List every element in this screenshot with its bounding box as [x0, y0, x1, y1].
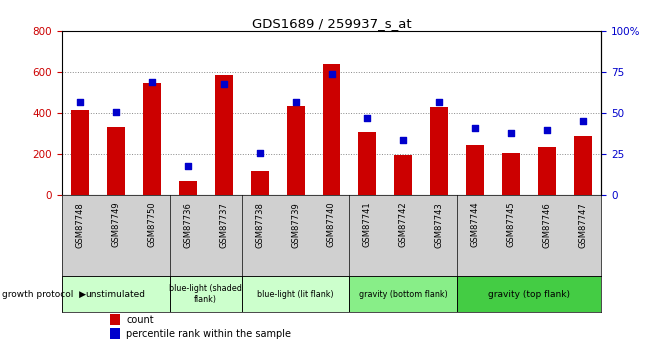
- Text: GSM87746: GSM87746: [543, 202, 552, 248]
- Bar: [350, 276, 458, 312]
- Text: GSM87750: GSM87750: [147, 202, 156, 247]
- Bar: [458, 276, 601, 312]
- Text: GSM87736: GSM87736: [183, 202, 192, 248]
- Bar: [467, 145, 484, 195]
- Bar: [62, 276, 170, 312]
- Text: count: count: [127, 315, 154, 325]
- Point: [146, 79, 157, 85]
- Point: [254, 150, 265, 156]
- Bar: [538, 147, 556, 195]
- Point: [506, 130, 517, 136]
- Bar: [575, 136, 592, 195]
- Text: GSM87747: GSM87747: [578, 202, 588, 248]
- Point: [183, 163, 193, 169]
- Bar: [214, 75, 233, 195]
- Text: percentile rank within the sample: percentile rank within the sample: [127, 329, 291, 339]
- Text: GSM87740: GSM87740: [327, 202, 336, 247]
- Text: GSM87738: GSM87738: [255, 202, 264, 248]
- Bar: [395, 155, 413, 195]
- Text: GSM87749: GSM87749: [111, 202, 120, 247]
- Point: [218, 81, 229, 86]
- Text: blue-light (lit flank): blue-light (lit flank): [257, 289, 334, 298]
- Bar: [322, 64, 341, 195]
- Title: GDS1689 / 259937_s_at: GDS1689 / 259937_s_at: [252, 17, 411, 30]
- Text: growth protocol  ▶: growth protocol ▶: [2, 289, 86, 298]
- Text: blue-light (shaded
flank): blue-light (shaded flank): [169, 284, 242, 304]
- Point: [291, 99, 301, 105]
- Text: GSM87742: GSM87742: [399, 202, 408, 247]
- Point: [542, 127, 552, 132]
- Text: gravity (bottom flank): gravity (bottom flank): [359, 289, 448, 298]
- Bar: [71, 110, 88, 195]
- Point: [362, 116, 372, 121]
- Bar: [111, 314, 120, 325]
- Bar: [287, 106, 304, 195]
- Point: [326, 71, 337, 77]
- Bar: [359, 132, 376, 195]
- Text: 0: 0: [72, 199, 79, 209]
- Point: [75, 99, 85, 105]
- Text: GSM87744: GSM87744: [471, 202, 480, 247]
- Text: GSM87739: GSM87739: [291, 202, 300, 248]
- Text: GSM87741: GSM87741: [363, 202, 372, 247]
- Bar: [179, 181, 196, 195]
- Point: [398, 137, 409, 142]
- Bar: [143, 83, 161, 195]
- Text: GSM87748: GSM87748: [75, 202, 84, 248]
- Bar: [242, 276, 350, 312]
- Point: [111, 109, 121, 114]
- Point: [578, 119, 588, 124]
- Bar: [170, 276, 242, 312]
- Text: GSM87743: GSM87743: [435, 202, 444, 248]
- Bar: [502, 153, 521, 195]
- Point: [470, 125, 480, 131]
- Bar: [111, 328, 120, 339]
- Text: gravity (top flank): gravity (top flank): [488, 289, 570, 298]
- Bar: [107, 127, 125, 195]
- Bar: [251, 171, 268, 195]
- Bar: [430, 107, 448, 195]
- Text: GSM87745: GSM87745: [507, 202, 516, 247]
- Text: unstimulated: unstimulated: [86, 289, 146, 298]
- Point: [434, 99, 445, 105]
- Text: GSM87737: GSM87737: [219, 202, 228, 248]
